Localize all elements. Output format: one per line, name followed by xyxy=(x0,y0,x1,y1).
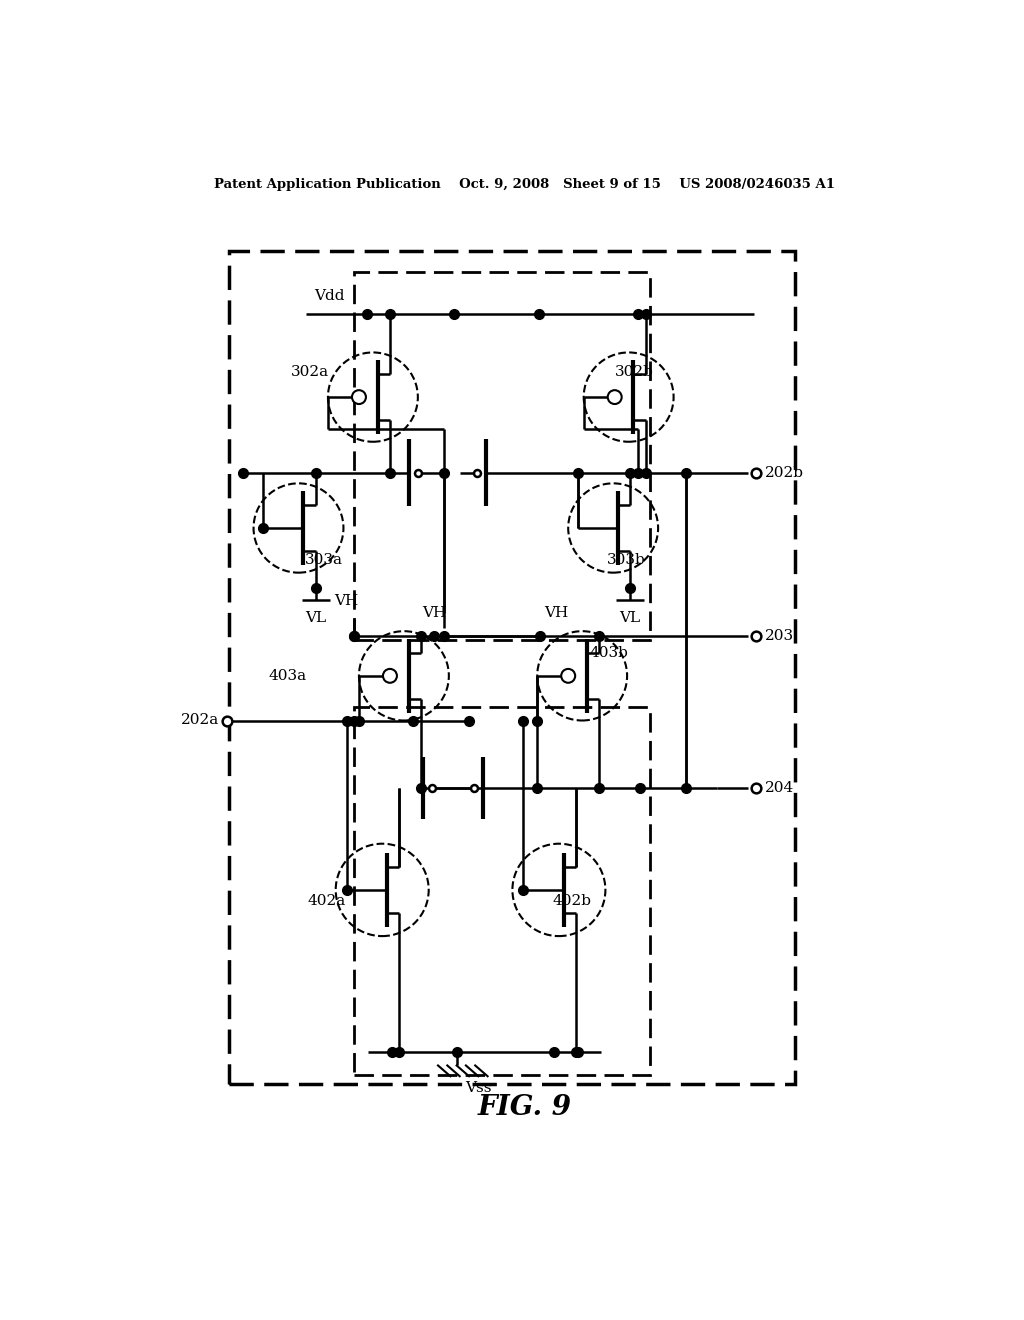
Bar xyxy=(354,706,650,1074)
Bar xyxy=(354,272,650,640)
Text: VH: VH xyxy=(544,606,568,620)
Text: 403b: 403b xyxy=(590,645,629,660)
Text: 402b: 402b xyxy=(553,895,592,908)
Text: 202a: 202a xyxy=(181,714,219,727)
Text: 302b: 302b xyxy=(614,366,653,379)
Bar xyxy=(228,251,795,1084)
Text: 403a: 403a xyxy=(268,669,306,682)
Text: 303a: 303a xyxy=(305,553,343,568)
Circle shape xyxy=(383,669,397,682)
Circle shape xyxy=(352,391,366,404)
Text: VL: VL xyxy=(305,611,326,626)
Circle shape xyxy=(561,669,575,682)
Text: Patent Application Publication    Oct. 9, 2008   Sheet 9 of 15    US 2008/024603: Patent Application Publication Oct. 9, 2… xyxy=(214,178,836,190)
Text: FIG. 9: FIG. 9 xyxy=(478,1093,571,1121)
Text: 402a: 402a xyxy=(308,895,346,908)
Text: VH: VH xyxy=(335,594,358,609)
Text: 203: 203 xyxy=(765,628,795,643)
Text: 204: 204 xyxy=(765,781,795,795)
Text: 302a: 302a xyxy=(291,366,329,379)
Text: Vss: Vss xyxy=(465,1081,492,1094)
Text: VL: VL xyxy=(620,611,641,626)
Text: 303b: 303b xyxy=(607,553,646,568)
Circle shape xyxy=(607,391,622,404)
Text: Vdd: Vdd xyxy=(314,289,344,304)
Text: 202b: 202b xyxy=(765,466,804,479)
Text: VH: VH xyxy=(423,606,446,620)
